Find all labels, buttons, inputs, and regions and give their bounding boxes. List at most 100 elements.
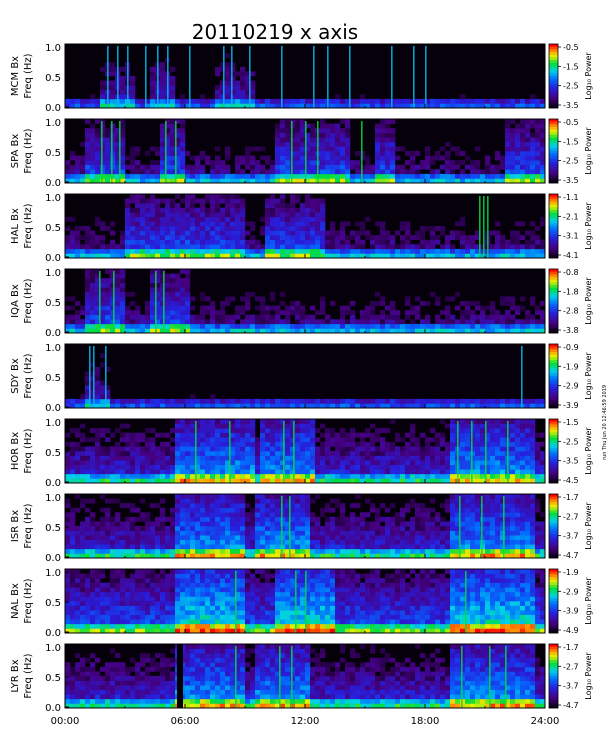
spectrogram-cell (80, 141, 86, 147)
colorbar-segment (549, 443, 558, 446)
spectrogram-cell (270, 512, 276, 518)
spectrogram-cell (345, 141, 351, 147)
spectrogram-cell (165, 548, 171, 554)
spectrogram-cell (160, 539, 166, 545)
spectrogram-cell (85, 98, 91, 104)
spectrogram-cell (245, 80, 251, 86)
spectrogram-cell (430, 478, 436, 484)
spectrogram-cell (430, 437, 436, 443)
spectrogram-cell (75, 398, 81, 404)
spectrogram-cell (160, 173, 166, 179)
spectrogram-cell (285, 248, 291, 254)
spectrogram-cell (85, 521, 91, 527)
spectrogram-cell (85, 394, 91, 400)
y-tick-label: 0.0 (45, 178, 61, 189)
spectrogram-cell (470, 419, 476, 424)
spectrogram-cell (255, 473, 261, 479)
spectrogram-cell (420, 432, 426, 438)
spectrogram-cell (145, 235, 151, 241)
spectrogram-cell (370, 314, 376, 320)
spectrogram-cell (185, 207, 191, 213)
spectrogram-cell (130, 226, 136, 231)
spectrogram-cell (265, 169, 271, 175)
spectrogram-cell (460, 403, 466, 409)
spectrogram-cell (115, 516, 121, 522)
spectrogram-cell (170, 235, 176, 241)
spectrogram-cell (85, 269, 91, 274)
spectrogram-cell (375, 319, 381, 325)
spectrogram-cell (70, 469, 76, 475)
spectrogram-cell (135, 535, 141, 541)
spectrogram-cell (350, 178, 356, 184)
spectrogram-cell (230, 428, 236, 434)
spectrogram-cell (250, 419, 256, 424)
spectrogram-cell (455, 160, 461, 166)
spectrogram-cell (115, 460, 121, 466)
spectrogram-cell (180, 226, 186, 231)
spectrogram-cell (330, 169, 336, 175)
spectrogram-cell (480, 398, 486, 404)
spectrogram-cell (345, 323, 351, 329)
spectrogram-cell (410, 103, 416, 109)
spectrogram-cell (365, 216, 371, 222)
spectrogram-cell (350, 164, 356, 170)
spectrogram-cell (85, 151, 91, 156)
spectrogram-cell (345, 123, 351, 129)
spectrogram-cell (300, 207, 306, 213)
spectrogram-cell (145, 535, 151, 541)
spectrogram-cell (120, 235, 126, 241)
spectrogram-cell (360, 98, 366, 104)
spectrogram-cell (180, 437, 186, 443)
spectrogram-cell (180, 123, 186, 129)
spectrogram-cell (120, 132, 126, 138)
spectrogram-cell (510, 478, 516, 484)
spectrogram-cell (170, 301, 176, 306)
spectrogram-cell (255, 478, 261, 484)
spectrogram-cell (380, 473, 386, 479)
colorbar-segment (549, 234, 558, 237)
spectrogram-cell (455, 146, 461, 152)
colorbar-segment (549, 242, 558, 245)
spectrogram-cell (140, 328, 146, 334)
spectrogram-cell (185, 310, 191, 316)
colorbar-tick-label: -0.9 (563, 343, 579, 352)
spectrogram-cell (185, 296, 191, 302)
spectrogram-cell (100, 494, 106, 499)
spectrogram-cell (85, 385, 91, 391)
spectrogram-cell (90, 278, 96, 284)
spectrogram-cell (215, 403, 221, 409)
spectrogram-cell (120, 80, 126, 86)
spectrogram-cell (100, 539, 106, 545)
spectrogram-cell (420, 403, 426, 409)
spectrogram-cell (460, 319, 466, 325)
spectrogram-cell (355, 253, 361, 259)
spectrogram-cell (80, 253, 86, 259)
spectrogram-cell (440, 403, 446, 409)
colorbar-segment (549, 212, 558, 216)
colorbar-segment (549, 464, 558, 468)
spectrogram-cell (465, 473, 471, 479)
spectrogram-cell (360, 432, 366, 438)
spectrogram-cell (515, 305, 521, 311)
spectrogram-cell (175, 319, 181, 325)
spectrogram-cell (240, 503, 246, 509)
spectrogram-cell (530, 437, 536, 443)
colorbar-segment (549, 223, 558, 227)
spectrogram-cell (230, 507, 236, 513)
spectrogram-cell (135, 441, 141, 447)
spectrogram-cell (475, 328, 481, 334)
spectrogram-cell (345, 460, 351, 466)
spectrogram-cell (225, 71, 231, 77)
spectrogram-cell (515, 398, 521, 404)
spectrogram-cell (270, 403, 276, 409)
spectrogram-cell (200, 103, 206, 109)
spectrogram-cell (120, 521, 126, 527)
spectrogram-cell (215, 323, 221, 329)
spectrogram-cell (80, 169, 86, 175)
spectrogram-cell (180, 553, 186, 559)
colorbar-segment (549, 52, 558, 55)
spectrogram-cell (85, 451, 91, 456)
spectrogram-cell (85, 230, 91, 236)
spectrogram-cell (295, 244, 301, 250)
spectrogram-cell (395, 478, 401, 484)
